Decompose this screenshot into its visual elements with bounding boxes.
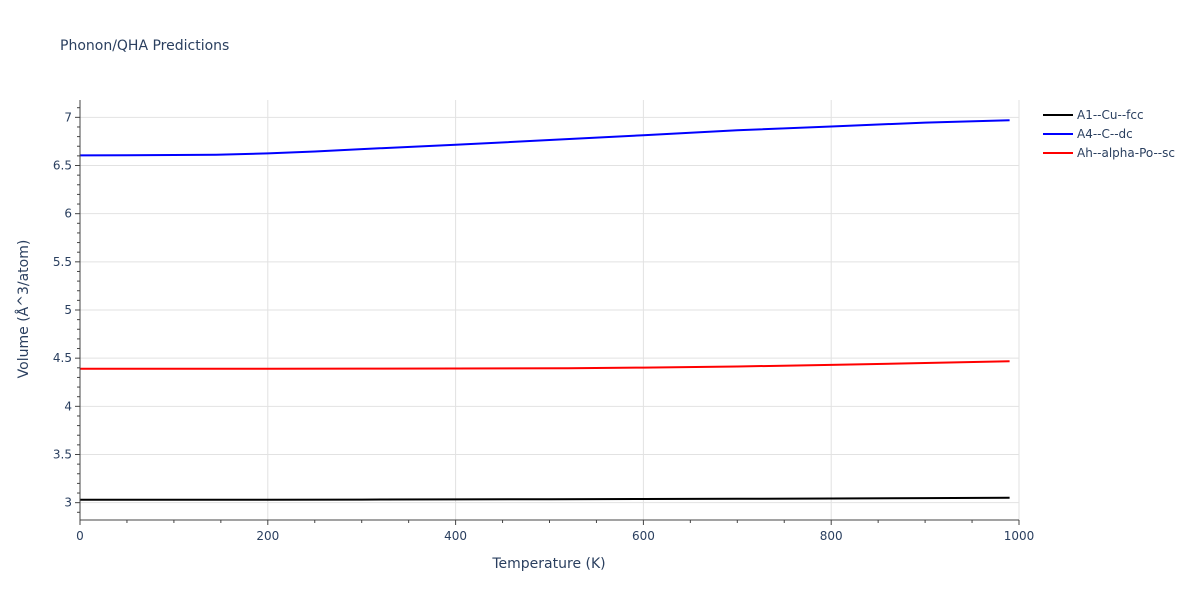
legend-label: Ah--alpha-Po--sc bbox=[1077, 146, 1175, 160]
x-tick-label: 0 bbox=[76, 529, 84, 543]
y-tick-label: 4 bbox=[64, 399, 72, 413]
y-axis-title: Volume (Å^3/atom) bbox=[15, 240, 32, 379]
legend[interactable]: A1--Cu--fcc A4--C--dc Ah--alpha-Po--sc bbox=[1043, 108, 1175, 160]
x-tick-label: 400 bbox=[444, 529, 467, 543]
y-tick-label: 6.5 bbox=[53, 159, 72, 173]
x-tick-label: 600 bbox=[632, 529, 655, 543]
x-tick-label: 1000 bbox=[1004, 529, 1035, 543]
legend-item[interactable]: Ah--alpha-Po--sc bbox=[1043, 146, 1175, 160]
x-tick-label: 800 bbox=[820, 529, 843, 543]
y-tick-label: 6 bbox=[64, 207, 72, 221]
chart-title: Phonon/QHA Predictions bbox=[60, 38, 229, 54]
series-line bbox=[79, 119, 1010, 157]
y-tick-label: 5 bbox=[64, 303, 72, 317]
x-tick-label: 200 bbox=[256, 529, 279, 543]
y-tick-label: 5.5 bbox=[53, 255, 72, 269]
series-lines bbox=[79, 119, 1010, 501]
y-tick-label: 4.5 bbox=[53, 351, 72, 365]
x-axis-title: Temperature (K) bbox=[491, 556, 605, 572]
legend-label: A4--C--dc bbox=[1077, 127, 1133, 141]
y-tick-label: 3.5 bbox=[53, 447, 72, 461]
series-line bbox=[80, 360, 1010, 370]
legend-item[interactable]: A1--Cu--fcc bbox=[1043, 108, 1144, 122]
legend-label: A1--Cu--fcc bbox=[1077, 108, 1144, 122]
axes: 0 200 400 600 800 1000 3 3.5 4 4.5 5 5.5 6 6.5 7 bbox=[53, 100, 1034, 543]
series-line bbox=[80, 496, 1010, 501]
y-tick-label: 3 bbox=[64, 496, 72, 510]
legend-item[interactable]: A4--C--dc bbox=[1043, 127, 1133, 141]
grid bbox=[80, 100, 1020, 520]
y-tick-label: 7 bbox=[64, 110, 72, 124]
